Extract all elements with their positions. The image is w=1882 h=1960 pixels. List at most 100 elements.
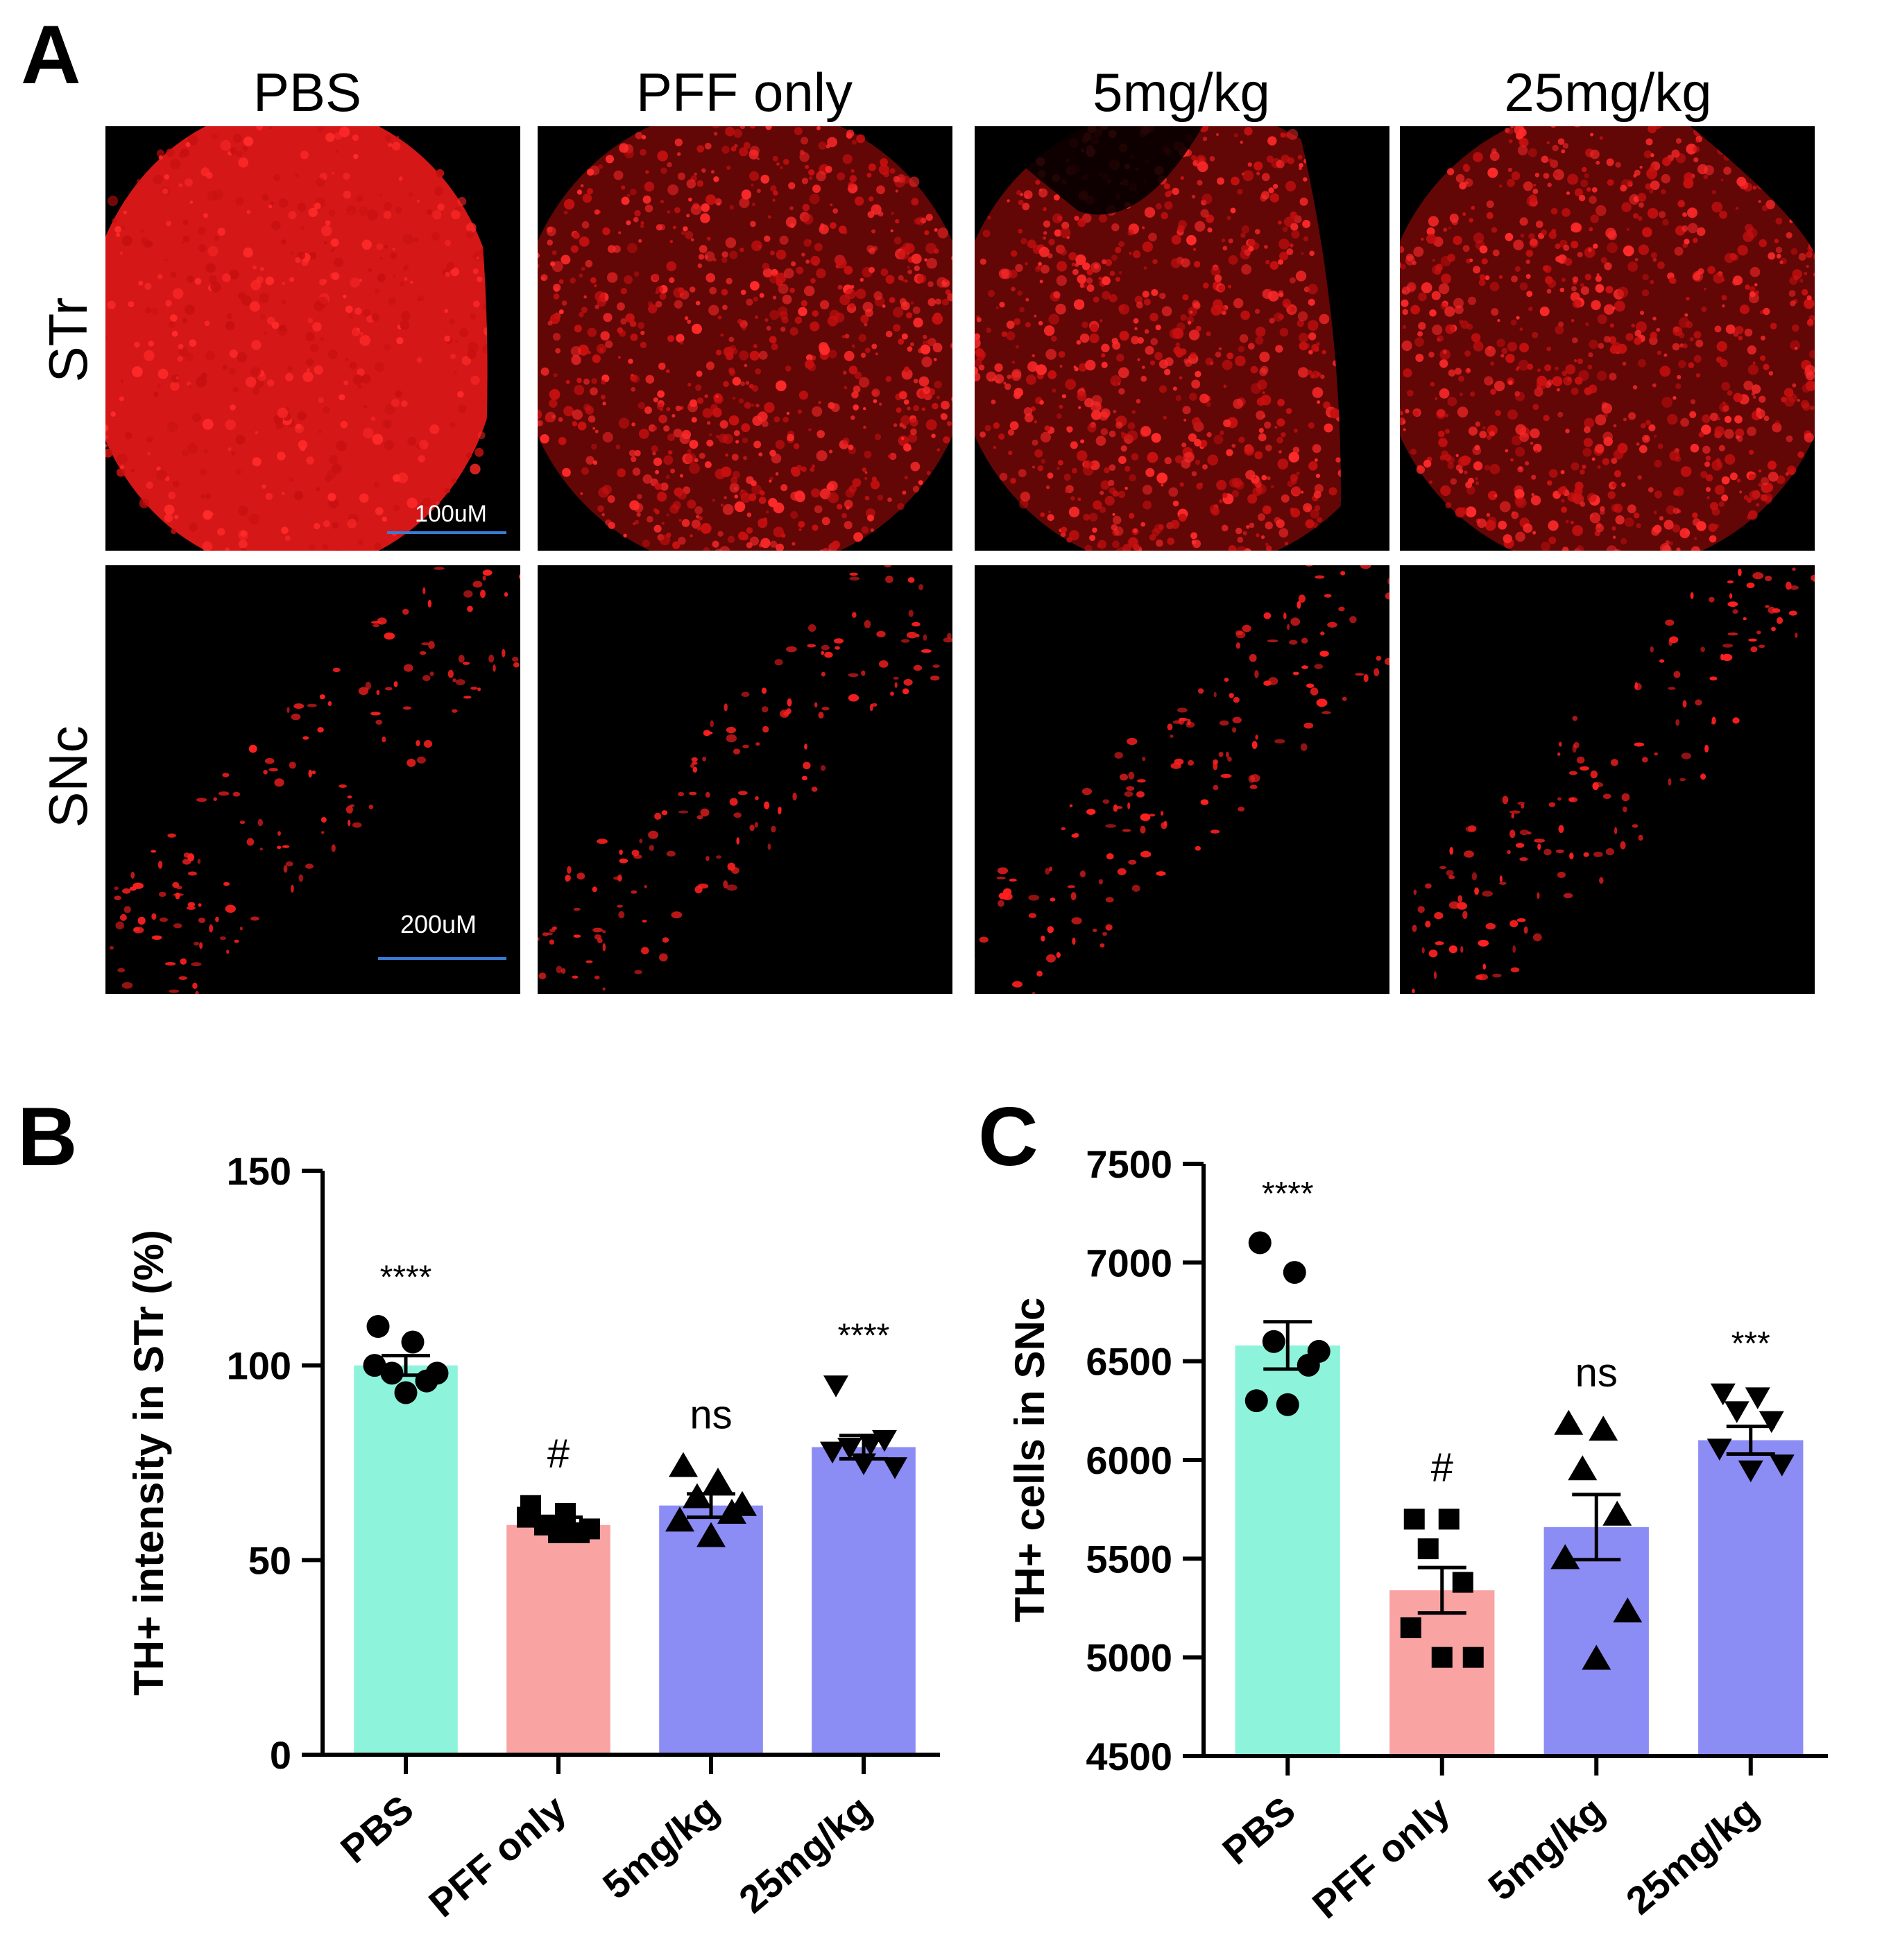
data-point [1745,1387,1770,1409]
data-point [1276,1393,1299,1416]
data-point [1554,1409,1584,1435]
micrograph-grid [105,126,1815,994]
data-point [858,1434,883,1456]
data-point [517,1506,538,1528]
data-point [1769,1454,1795,1477]
y-tick-label: 150 [227,1149,291,1193]
bar-0 [354,1365,458,1755]
micrograph-str-5mgkg [975,126,1389,551]
data-point [1582,1644,1611,1670]
bar-3 [812,1447,916,1755]
micrograph-snc-pbs [105,565,520,994]
bar-3 [1698,1440,1804,1756]
data-point [728,1490,757,1516]
significance-label-1: # [547,1432,570,1477]
data-point [1400,1617,1421,1638]
micrograph-snc-pff-only [538,565,952,994]
row-header-str: STr [37,298,99,383]
data-point [1307,1339,1331,1363]
significance-label-0: **** [380,1260,432,1296]
data-point [820,1441,845,1464]
data-point [872,1429,897,1452]
x-axis [1204,1754,1828,1776]
error-bar-1 [1417,1565,1466,1615]
data-point [882,1457,907,1479]
data-point [1248,1231,1272,1255]
micrograph-str-pff-only [538,126,952,551]
data-point [1403,1508,1425,1530]
micrograph-str-pbs [105,126,520,551]
x-category-label: 25mg/kg [1618,1788,1767,1923]
column-header-25mgkg: 25mg/kg [1504,62,1711,123]
significance-label-3: **** [838,1318,890,1355]
y-axis [302,1169,325,1757]
y-tick-label: 0 [270,1733,291,1777]
significance-label-0: **** [1262,1176,1314,1212]
data-point [683,1483,712,1508]
x-category-label: PFF only [420,1787,574,1925]
data-point [1710,1383,1736,1406]
y-tick-label: 5500 [1086,1537,1172,1581]
x-category-label: PBS [332,1787,422,1871]
y-axis-label: TH+ cells in SNc [1007,1298,1053,1623]
micrograph-snc-25mgkg [1400,565,1815,994]
data-point [1417,1538,1439,1560]
y-tick-label: 5000 [1086,1636,1172,1680]
data-point [1452,1572,1473,1593]
data-point [1283,1261,1306,1284]
x-category-label: 5mg/kg [594,1787,727,1907]
significance-label-1: # [1431,1445,1453,1490]
data-point [1738,1460,1763,1483]
data-point [1262,1330,1285,1353]
x-category-label: 25mg/kg [730,1787,880,1921]
data-point [703,1468,733,1493]
error-bar-2 [1572,1493,1621,1562]
column-header-5mgkg: 5mg/kg [1093,62,1270,123]
data-point [363,1354,386,1377]
data-point [366,1315,390,1339]
y-tick-label: 50 [248,1538,291,1582]
scale-bar-snc-label: 200uM [400,910,477,938]
data-point [1462,1647,1484,1668]
column-header-pbs: PBS [253,62,361,123]
y-tick-label: 4500 [1086,1735,1172,1778]
data-point [1706,1438,1732,1461]
data-point [1438,1508,1460,1530]
data-point [669,1452,698,1477]
scale-bar-str: 100uM [387,501,506,534]
scale-bar-str-label: 100uM [415,501,487,527]
bar-1 [1389,1590,1495,1756]
data-point [665,1506,694,1532]
significance-label-2: ns [690,1393,732,1438]
data-point [425,1361,449,1385]
chart-c: **** # ns *** 4500 5000 5500 6000 6500 7000 7500 PB… [1007,1142,1828,1927]
data-point [1589,1416,1618,1441]
x-category-label: PFF only [1304,1788,1458,1927]
data-point [1244,1389,1268,1413]
data-point [579,1518,600,1540]
x-category-label: 5mg/kg [1480,1788,1612,1909]
data-point [401,1330,425,1354]
data-point [823,1375,848,1398]
bar-1 [506,1524,610,1755]
data-point [1759,1411,1784,1434]
data-point [548,1522,569,1544]
x-category-label: PBS [1214,1788,1303,1873]
row-header-snc: SNc [37,725,99,827]
data-point [696,1522,726,1547]
error-bar-3 [1726,1425,1775,1456]
micrograph-str-25mgkg [1400,126,1815,551]
y-tick-label: 6000 [1086,1438,1172,1482]
y-tick-label: 7500 [1086,1142,1172,1186]
micrograph-snc-5mgkg [975,565,1389,994]
data-point [1602,1500,1632,1526]
data-point [1550,1544,1580,1570]
x-axis [323,1753,940,1774]
column-header-pff-only: PFF only [636,62,853,123]
data-point [1568,1455,1598,1481]
y-tick-label: 7000 [1086,1241,1172,1284]
data-point [555,1502,576,1524]
data-point [1724,1401,1750,1423]
